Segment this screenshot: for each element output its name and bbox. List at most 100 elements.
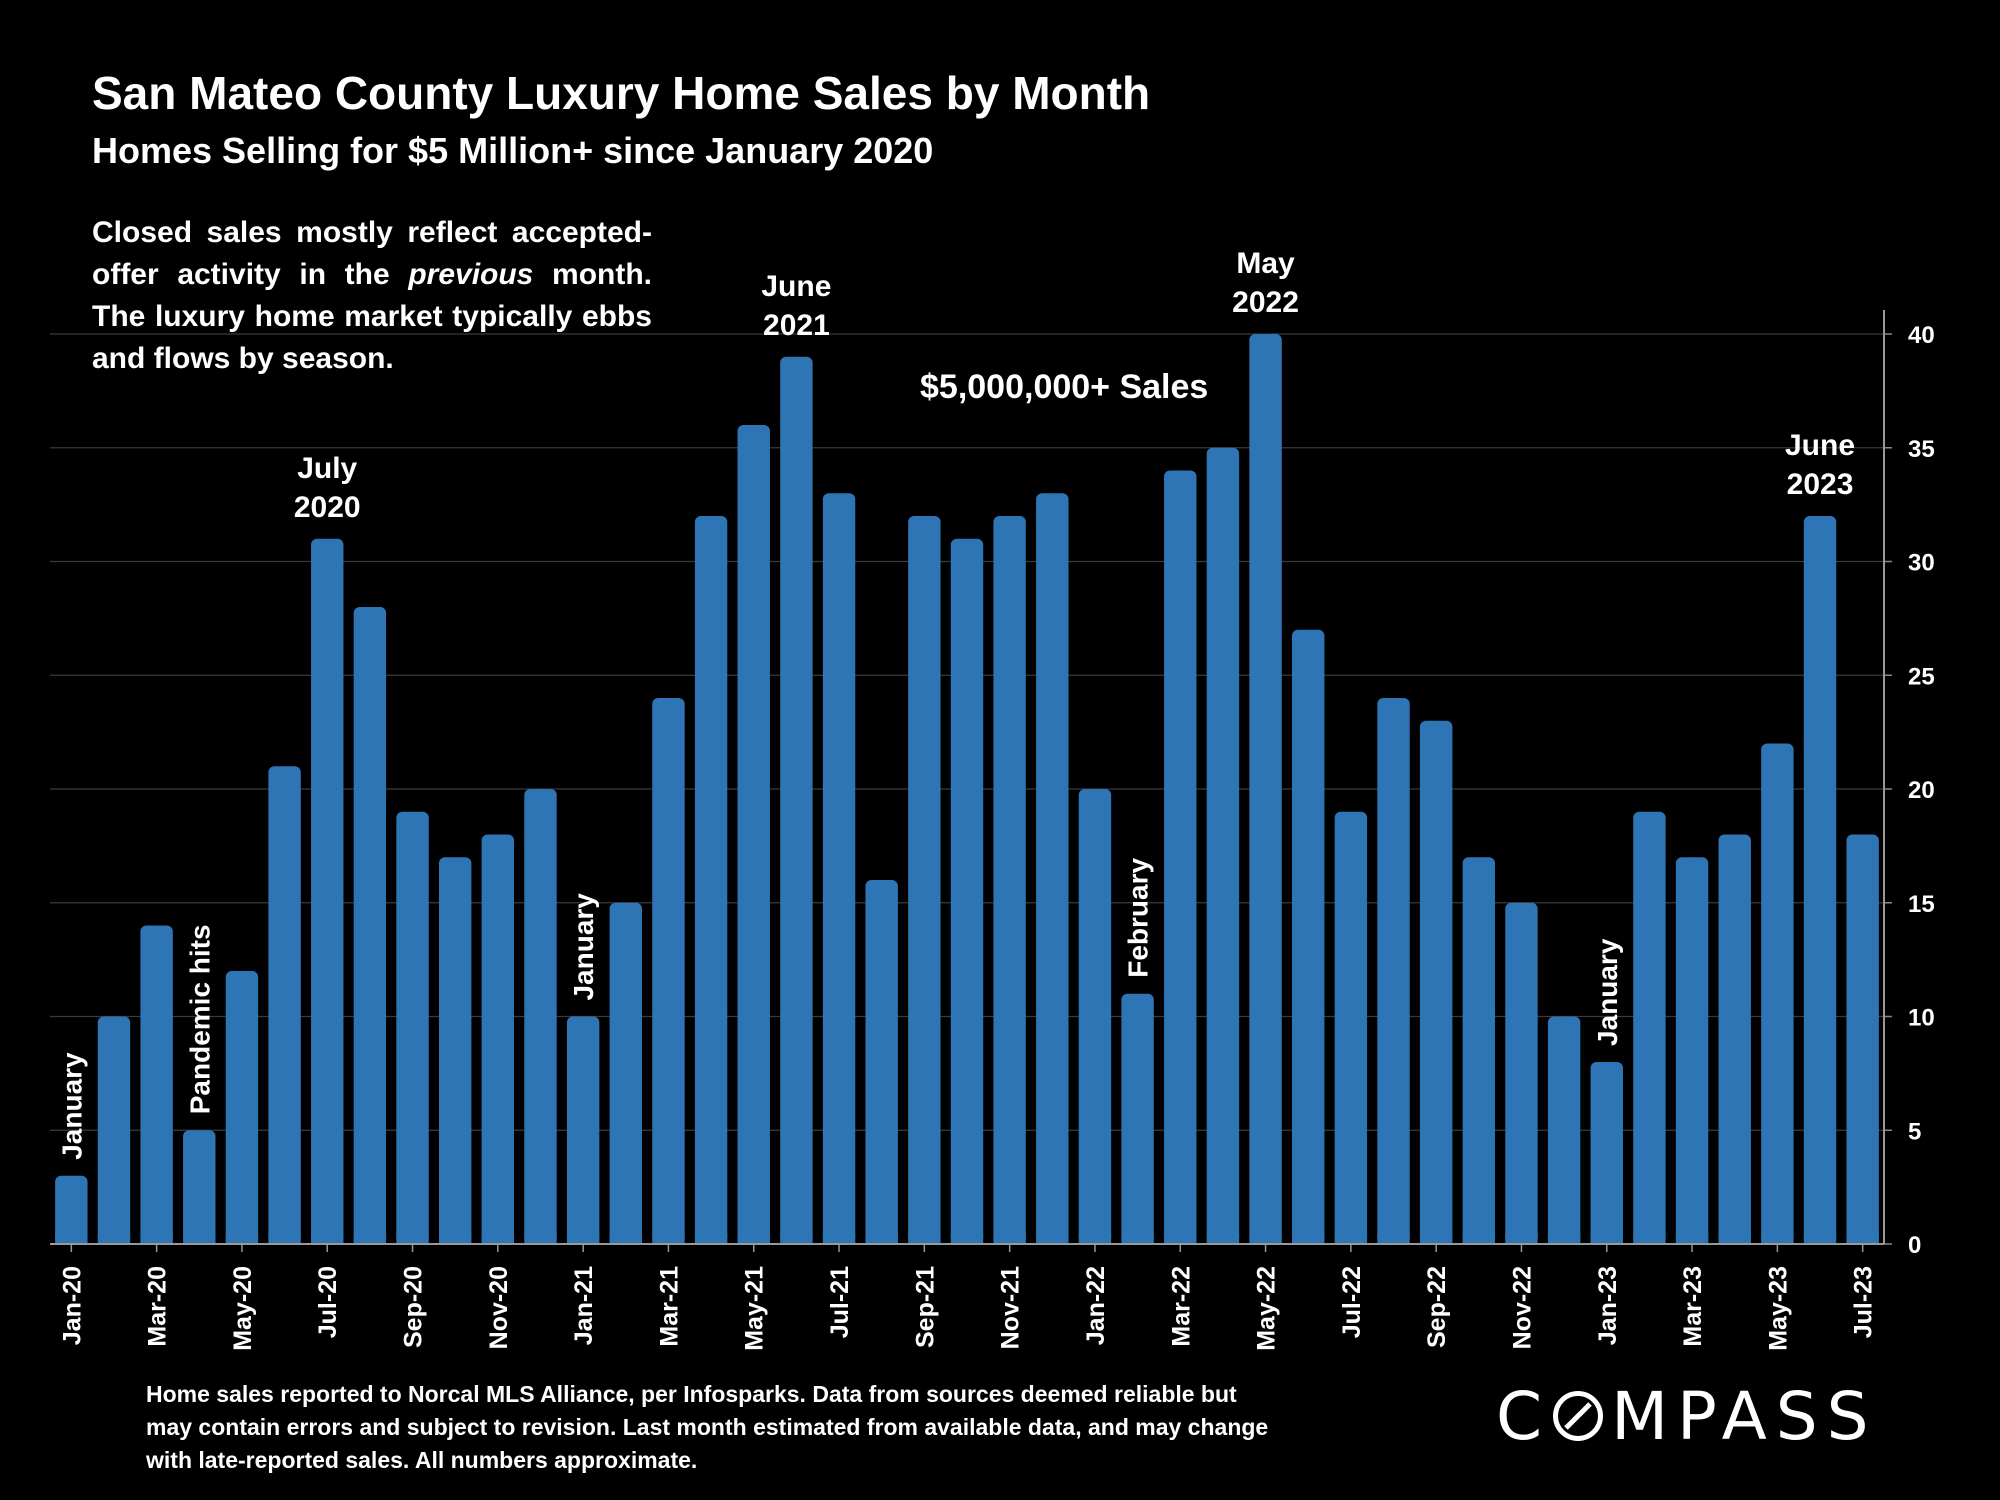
series-label: $5,000,000+ Sales	[920, 368, 1209, 406]
bar-base	[1803, 1234, 1837, 1244]
bar	[1675, 857, 1709, 1244]
bar-base	[737, 1234, 770, 1244]
bar	[780, 356, 813, 1244]
y-tick-label: 0	[1908, 1232, 1921, 1259]
bar	[1462, 857, 1496, 1244]
x-tick-label: Sep-20	[400, 1266, 428, 1348]
annotation-label: July	[297, 452, 357, 485]
bar	[1803, 516, 1837, 1244]
bar-base	[1121, 1234, 1154, 1244]
bar	[822, 493, 856, 1244]
bar-base	[55, 1234, 88, 1244]
bar	[438, 857, 472, 1244]
y-tick-label: 10	[1908, 1005, 1935, 1032]
bar	[652, 698, 685, 1244]
bar-base	[609, 1234, 642, 1244]
bar-base	[225, 1234, 259, 1244]
bar	[1846, 834, 1879, 1244]
bar-base	[908, 1234, 941, 1244]
chart-subtitle: Homes Selling for $5 Million+ since Janu…	[92, 130, 934, 171]
bar-base	[1249, 1234, 1282, 1244]
bar-base	[1292, 1234, 1325, 1244]
bar	[1633, 811, 1666, 1244]
bar-base	[652, 1234, 685, 1244]
bar-base	[97, 1234, 131, 1244]
y-tick-label: 20	[1908, 777, 1935, 804]
bar	[1377, 698, 1410, 1244]
x-tick-label: Mar-22	[1167, 1266, 1195, 1347]
bar-base	[268, 1234, 301, 1244]
chart-title: San Mateo County Luxury Home Sales by Mo…	[92, 67, 1151, 119]
bar-base	[1547, 1234, 1581, 1244]
logo-text-rest: MPASS	[1611, 1378, 1878, 1455]
bar-base	[1761, 1234, 1794, 1244]
annotation-label: 2023	[1787, 468, 1854, 501]
bar-base	[1078, 1234, 1112, 1244]
bar-base	[1675, 1234, 1709, 1244]
bar-base	[1036, 1234, 1069, 1244]
bar	[183, 1130, 216, 1244]
x-tick-label: Mar-20	[144, 1266, 172, 1347]
bar-base	[396, 1234, 429, 1244]
bar	[140, 925, 173, 1244]
compass-logo: C MPASS	[1496, 1378, 1878, 1455]
bar	[1036, 493, 1069, 1244]
bar-base	[780, 1234, 813, 1244]
x-tick-label: Jan-22	[1082, 1266, 1110, 1345]
bar	[481, 834, 515, 1244]
x-tick-label: May-21	[741, 1266, 769, 1351]
note-text-2: month. The luxury home market typically …	[92, 258, 653, 375]
x-tick-label: Jan-20	[58, 1266, 86, 1345]
bar	[1249, 334, 1282, 1244]
annotation-label: 2021	[763, 309, 830, 342]
bar-base	[1590, 1234, 1623, 1244]
bar-base	[1377, 1234, 1410, 1244]
x-tick-label: May-22	[1253, 1266, 1281, 1351]
x-tick-label: May-20	[229, 1266, 257, 1351]
bar	[1206, 447, 1240, 1244]
annotation-label: May	[1236, 247, 1295, 280]
bar-base	[1462, 1234, 1496, 1244]
bar	[694, 516, 728, 1244]
annotation-label: January	[56, 1052, 87, 1160]
y-tick-label: 25	[1908, 663, 1935, 690]
bar	[396, 811, 429, 1244]
x-tick-label: Jan-23	[1594, 1266, 1622, 1345]
bar	[353, 607, 387, 1244]
x-tick-label: Nov-20	[485, 1266, 513, 1349]
bar	[1590, 1062, 1623, 1244]
y-tick-labels: 0 5 10 15 20 25 30 35 40	[1908, 322, 1935, 1259]
bar	[566, 1016, 600, 1244]
logo-o-icon	[1553, 1391, 1604, 1441]
x-tick-label: Nov-22	[1508, 1266, 1536, 1349]
y-tick-label: 35	[1908, 436, 1935, 463]
x-tick-label: Jul-20	[314, 1266, 342, 1338]
bar-base	[353, 1234, 387, 1244]
bar-base	[993, 1234, 1026, 1244]
bar	[993, 516, 1026, 1244]
axes	[50, 310, 1892, 1252]
annotation-label: January	[1592, 938, 1623, 1046]
bar-base	[140, 1234, 173, 1244]
annotation-label: January	[568, 893, 599, 1001]
bar	[737, 425, 770, 1244]
x-tick-label: Jan-21	[570, 1266, 598, 1345]
x-tick-label: Jul-22	[1338, 1266, 1366, 1338]
y-tick-label: 5	[1908, 1118, 1921, 1145]
y-tick-label: 40	[1908, 322, 1935, 349]
footnote: Home sales reported to Norcal MLS Allian…	[146, 1381, 1269, 1473]
bar	[1292, 629, 1325, 1244]
x-tick-label: Nov-21	[997, 1266, 1025, 1349]
bar	[1419, 720, 1453, 1244]
bar	[1547, 1016, 1581, 1244]
bar-base	[1164, 1234, 1197, 1244]
bar	[97, 1016, 131, 1244]
bar-base	[1718, 1234, 1751, 1244]
x-tick-label: Sep-22	[1423, 1266, 1451, 1348]
bar-base	[1505, 1234, 1538, 1244]
bar	[1164, 470, 1197, 1244]
x-tick-label: Mar-21	[655, 1266, 683, 1347]
annotation-label: June	[1785, 429, 1855, 462]
x-tick-label: Jul-21	[826, 1266, 854, 1338]
